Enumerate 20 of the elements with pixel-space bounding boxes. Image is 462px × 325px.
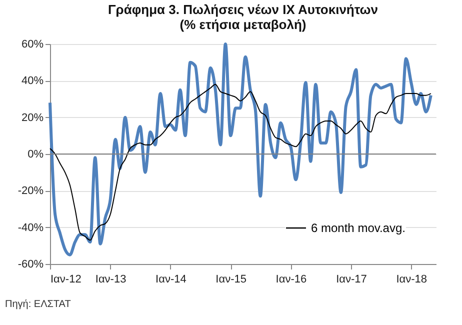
- x-tick-label: Ιαν-17: [336, 274, 367, 286]
- x-tick-label: Ιαν-16: [276, 274, 307, 286]
- line-series: [48, 42, 432, 256]
- y-tick-label: 40%: [21, 75, 44, 88]
- y-tick-label: -60%: [18, 258, 44, 270]
- y-tick-label: 20%: [21, 112, 44, 124]
- text: (% ετήσια μεταβολή): [180, 17, 306, 32]
- text: Γράφημα 3. Πωλήσεις νέων ΙΧ Αυτοκινήτων: [108, 2, 378, 17]
- line-series: [50, 84, 432, 241]
- y-tick-label: 60%: [21, 38, 44, 50]
- x-tick-label: Ιαν-13: [95, 274, 126, 286]
- y-tick-label: -20%: [18, 185, 44, 198]
- legend-label: 6 month mov.avg.: [311, 221, 406, 235]
- x-tick-label: Ιαν-15: [216, 274, 246, 286]
- x-tick-label: Ιαν-12: [50, 274, 82, 286]
- y-tick-label: 0%: [28, 148, 44, 160]
- y-tick-label: -40%: [18, 222, 44, 234]
- text: Πηγή: ΕΛΣΤΑΤ: [5, 299, 71, 310]
- x-tick-label: Ιαν-18: [396, 274, 428, 286]
- x-tick-label: Ιαν-14: [156, 274, 186, 286]
